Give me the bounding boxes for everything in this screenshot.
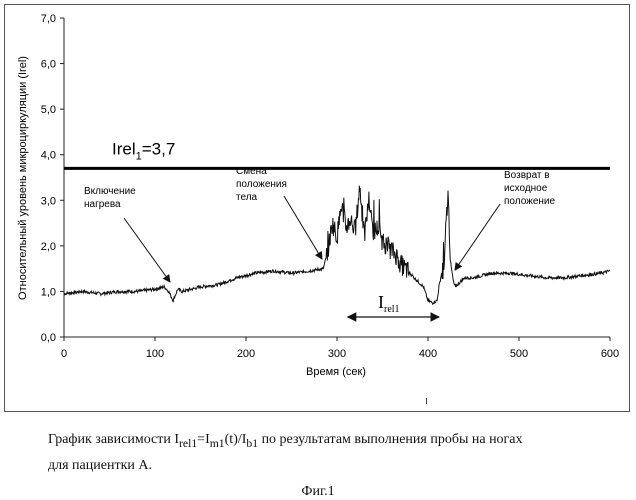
x-tick-label: 100 [146, 348, 164, 360]
annotation-heating: Включение нагрева [84, 186, 170, 282]
y-tick-label: 1,0 [41, 286, 56, 298]
microcirculation-chart: 0,0 1,0 2,0 3,0 4,0 5,0 6,0 7,0 0 100 200 300 400 50… [0, 0, 636, 420]
caption-text-part: График зависимости I [48, 432, 179, 447]
annotation-text: тела [236, 192, 258, 203]
x-tick-label: 200 [237, 348, 255, 360]
x-axis-ticks: 0 100 200 300 400 500 600 [61, 337, 619, 360]
x-tick-label: 500 [510, 348, 528, 360]
y-tick-label: 5,0 [41, 104, 56, 116]
annotation-return: Возврат в исходное положение [455, 170, 556, 270]
interval-label: Irel1 [378, 292, 400, 315]
x-tick-label: 300 [328, 348, 346, 360]
y-tick-label: 2,0 [41, 241, 56, 253]
figure-number: Фиг.1 [0, 484, 636, 500]
annotation-text: Возврат в [504, 170, 550, 181]
annotation-position-change: Смена положения тела [236, 166, 322, 259]
annotation-layer: Включение нагрева Смена положения тела Возвра… [84, 166, 556, 282]
caption-subscript: rel1 [179, 437, 197, 450]
caption-subscript: m1 [210, 437, 225, 450]
y-axis-label: Относительный уровень микроциркуляции (I… [17, 56, 29, 300]
y-tick-label: 4,0 [41, 150, 56, 162]
annotation-text: положения [236, 179, 287, 190]
annotation-arrow [124, 218, 170, 282]
caption-line-2: для пациентки А. [48, 458, 152, 474]
scan-mark [426, 398, 427, 404]
annotation-arrow [455, 204, 500, 270]
y-tick-label: 7,0 [41, 13, 56, 25]
annotation-arrow [284, 196, 322, 259]
threshold-layer: Irel1=3,7 [64, 139, 610, 168]
interval-layer: Irel1 [348, 292, 439, 317]
annotation-text: Включение [84, 186, 136, 197]
y-tick-label: 3,0 [41, 195, 56, 207]
caption-line-1: График зависимости Irel1=Im1(t)/Ib1 по р… [48, 432, 523, 450]
annotation-text: исходное [504, 183, 548, 194]
caption-subscript: b1 [246, 437, 258, 450]
x-tick-label: 0 [61, 348, 67, 360]
y-tick-label: 6,0 [41, 59, 56, 71]
x-axis-label: Время (сек) [306, 366, 366, 378]
caption-text-part: =I [197, 432, 210, 447]
x-tick-label: 600 [601, 348, 619, 360]
annotation-text: нагрева [84, 199, 121, 210]
threshold-label: Irel1=3,7 [112, 139, 175, 162]
x-tick-label: 400 [419, 348, 437, 360]
annotation-text: Смена [236, 166, 267, 177]
y-tick-label: 0,0 [41, 332, 56, 344]
caption-text-part: (t)/I [225, 432, 247, 447]
y-axis-ticks: 0,0 1,0 2,0 3,0 4,0 5,0 6,0 7,0 [41, 13, 64, 344]
caption-text-part: по результатам выполнения пробы на ногах [258, 432, 522, 447]
annotation-text: положение [504, 196, 556, 207]
